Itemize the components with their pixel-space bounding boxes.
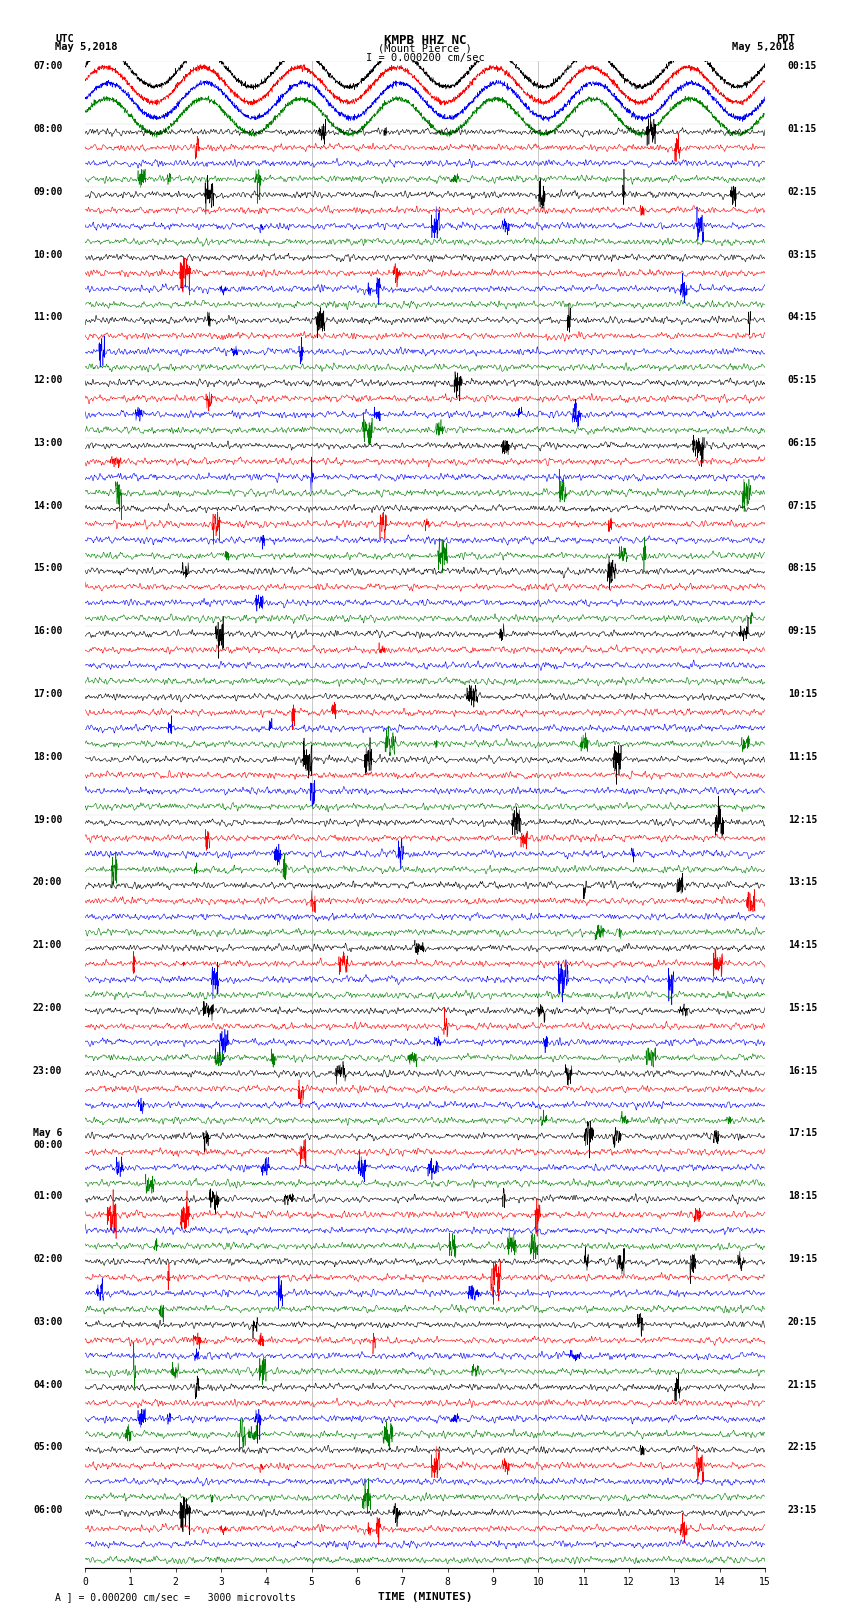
Text: KMPB HHZ NC: KMPB HHZ NC — [383, 34, 467, 47]
Text: 17:00: 17:00 — [33, 689, 62, 698]
Text: 07:00: 07:00 — [33, 61, 62, 71]
Text: 09:15: 09:15 — [788, 626, 817, 636]
Text: 21:15: 21:15 — [788, 1379, 817, 1389]
Text: 20:00: 20:00 — [33, 877, 62, 887]
Text: 16:00: 16:00 — [33, 626, 62, 636]
Text: 20:15: 20:15 — [788, 1316, 817, 1327]
Text: 21:00: 21:00 — [33, 940, 62, 950]
Text: 13:00: 13:00 — [33, 437, 62, 448]
Text: 02:15: 02:15 — [788, 187, 817, 197]
Text: A ] = 0.000200 cm/sec =   3000 microvolts: A ] = 0.000200 cm/sec = 3000 microvolts — [55, 1592, 296, 1602]
Text: 02:00: 02:00 — [33, 1253, 62, 1265]
Text: 11:15: 11:15 — [788, 752, 817, 761]
Text: May 6
00:00: May 6 00:00 — [33, 1129, 62, 1150]
Text: 08:15: 08:15 — [788, 563, 817, 574]
Text: 01:15: 01:15 — [788, 124, 817, 134]
Text: 15:15: 15:15 — [788, 1003, 817, 1013]
Text: 06:15: 06:15 — [788, 437, 817, 448]
Text: 11:00: 11:00 — [33, 313, 62, 323]
Text: 09:00: 09:00 — [33, 187, 62, 197]
Text: 14:15: 14:15 — [788, 940, 817, 950]
Text: I = 0.000200 cm/sec: I = 0.000200 cm/sec — [366, 53, 484, 63]
Text: 04:15: 04:15 — [788, 313, 817, 323]
Text: 18:15: 18:15 — [788, 1190, 817, 1202]
Text: 10:00: 10:00 — [33, 250, 62, 260]
Text: 16:15: 16:15 — [788, 1066, 817, 1076]
Text: 19:15: 19:15 — [788, 1253, 817, 1265]
Text: 22:00: 22:00 — [33, 1003, 62, 1013]
Text: 22:15: 22:15 — [788, 1442, 817, 1452]
Text: 08:00: 08:00 — [33, 124, 62, 134]
Text: (Mount Pierce ): (Mount Pierce ) — [378, 44, 472, 53]
Text: 00:15: 00:15 — [788, 61, 817, 71]
Text: 18:00: 18:00 — [33, 752, 62, 761]
Text: 10:15: 10:15 — [788, 689, 817, 698]
Text: 13:15: 13:15 — [788, 877, 817, 887]
Text: 15:00: 15:00 — [33, 563, 62, 574]
Text: 12:00: 12:00 — [33, 376, 62, 386]
Text: 23:15: 23:15 — [788, 1505, 817, 1515]
Text: 07:15: 07:15 — [788, 500, 817, 511]
Text: 05:15: 05:15 — [788, 376, 817, 386]
Text: May 5,2018: May 5,2018 — [55, 42, 118, 52]
Text: UTC: UTC — [55, 34, 74, 44]
Text: 04:00: 04:00 — [33, 1379, 62, 1389]
Text: 06:00: 06:00 — [33, 1505, 62, 1515]
Text: 14:00: 14:00 — [33, 500, 62, 511]
Text: 23:00: 23:00 — [33, 1066, 62, 1076]
Text: 01:00: 01:00 — [33, 1190, 62, 1202]
Text: 05:00: 05:00 — [33, 1442, 62, 1452]
Text: 12:15: 12:15 — [788, 815, 817, 824]
Text: 03:00: 03:00 — [33, 1316, 62, 1327]
Text: PDT: PDT — [776, 34, 795, 44]
Text: 03:15: 03:15 — [788, 250, 817, 260]
X-axis label: TIME (MINUTES): TIME (MINUTES) — [377, 1592, 473, 1602]
Text: 19:00: 19:00 — [33, 815, 62, 824]
Text: 17:15: 17:15 — [788, 1129, 817, 1139]
Text: May 5,2018: May 5,2018 — [732, 42, 795, 52]
